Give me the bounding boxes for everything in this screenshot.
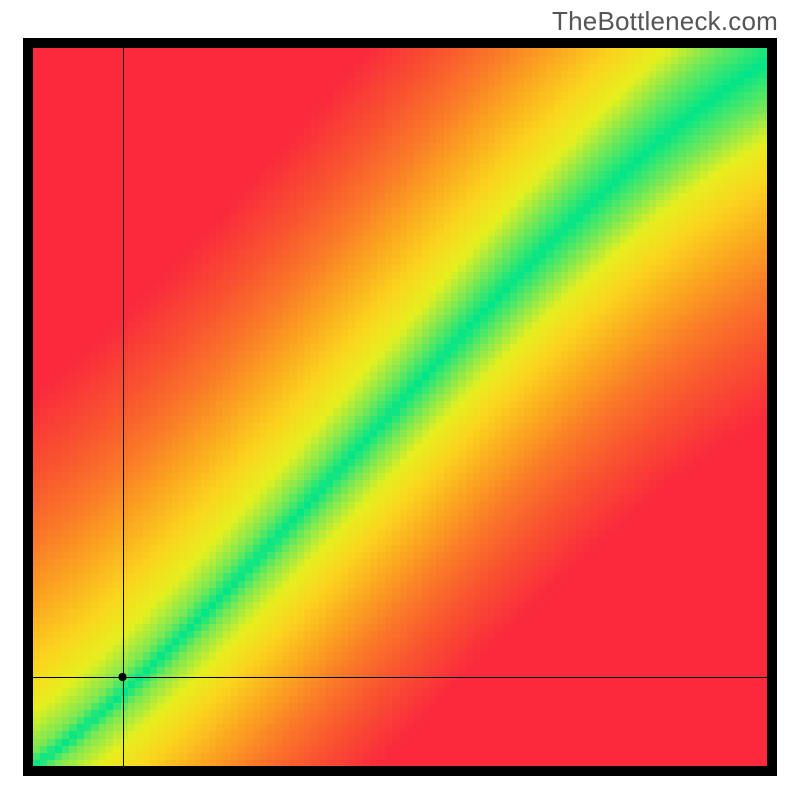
watermark-text: TheBottleneck.com [552,6,778,37]
plot-frame [23,38,777,776]
heatmap-canvas [33,48,767,766]
chart-container: TheBottleneck.com [0,0,800,800]
